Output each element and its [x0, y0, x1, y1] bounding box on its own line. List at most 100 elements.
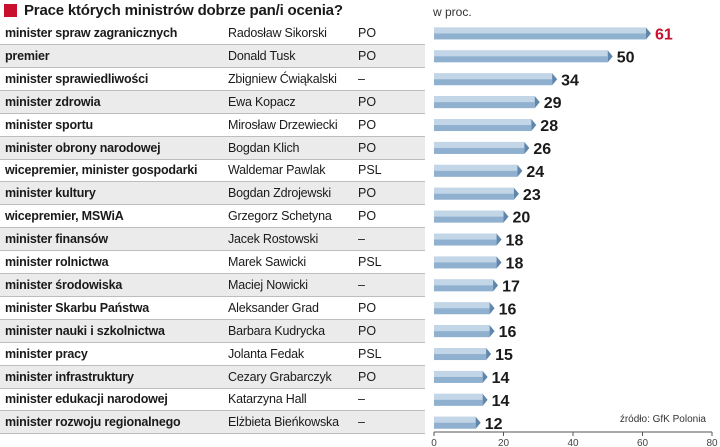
- bar-value-label: 16: [499, 324, 517, 341]
- bar-cap: [513, 187, 519, 200]
- row-person: Ewa Kopacz: [228, 94, 296, 109]
- row-role: minister rozwoju regionalnego: [5, 415, 181, 430]
- bar-highlight: [434, 119, 532, 126]
- row-separator: [0, 387, 425, 389]
- bar-value-label: 26: [533, 141, 551, 158]
- row-person: Zbigniew Ćwiąkalski: [228, 71, 337, 86]
- table-row: minister edukacji narodowej Katarzyna Hal…: [0, 388, 425, 412]
- row-role: minister nauki i szkolnictwa: [5, 323, 165, 338]
- row-person: Aleksander Grad: [228, 300, 319, 315]
- table-row: minister pracy Jolanta Fedak PSL: [0, 343, 425, 366]
- bar-value-label: 18: [506, 233, 524, 250]
- table-row: premier Donald Tusk PO: [0, 44, 425, 68]
- x-tick-label: 40: [567, 438, 579, 447]
- x-tick-label: 80: [706, 438, 718, 447]
- row-person: Mirosław Drzewiecki: [228, 117, 338, 132]
- bar-cap: [552, 73, 558, 86]
- bar-cap: [482, 370, 488, 383]
- row-separator: [0, 273, 425, 274]
- row-person: Radosław Sikorski: [228, 26, 327, 40]
- chart-title: Prace których ministrów dobrze pan/i oce…: [24, 1, 343, 19]
- row-party: PSL: [358, 163, 382, 178]
- bar-highlight: [434, 370, 483, 377]
- row-role: premier: [5, 48, 50, 63]
- row-separator: [0, 295, 425, 297]
- bar-value-label: 18: [506, 255, 524, 272]
- bar-highlight: [434, 187, 514, 194]
- row-party: PO: [358, 323, 377, 338]
- row-separator: [0, 135, 425, 137]
- row-role: minister środowiska: [5, 277, 123, 292]
- bar-cap: [486, 348, 492, 361]
- bar-highlight: [434, 233, 497, 240]
- row-party: PO: [358, 117, 377, 132]
- row-party: –: [358, 71, 365, 86]
- row-party: PSL: [358, 346, 382, 361]
- bar-cap: [645, 27, 651, 40]
- row-role: minister edukacji narodowej: [5, 392, 168, 407]
- bar-cap: [524, 141, 530, 154]
- bar-cap: [496, 256, 502, 269]
- row-role: minister Skarbu Państwa: [5, 300, 150, 315]
- row-person: Jolanta Fedak: [228, 346, 304, 361]
- row-party: PO: [358, 186, 377, 201]
- row-party: –: [358, 232, 365, 247]
- bar-cap: [489, 302, 495, 315]
- bar-highlight: [434, 279, 494, 286]
- bar-highlight: [434, 73, 553, 80]
- bar-value-label: 34: [561, 72, 579, 89]
- row-role: minister zdrowia: [5, 94, 101, 109]
- table-row: minister kultury Bogdan Zdrojewski PO: [0, 182, 425, 206]
- row-role: minister pracy: [5, 346, 88, 361]
- row-separator: [0, 227, 425, 229]
- bar-value-label: 23: [523, 187, 541, 204]
- row-separator: [0, 112, 425, 114]
- row-role: wicepremier, MSWiA: [5, 209, 124, 224]
- row-party: PO: [358, 94, 377, 109]
- row-person: Barbara Kudrycka: [228, 323, 325, 338]
- bar-cap: [493, 279, 499, 292]
- bar-value-label: 12: [485, 416, 503, 433]
- table-row: minister zdrowia Ewa Kopacz PO: [0, 90, 425, 114]
- bar-highlight: [434, 27, 646, 34]
- bar-highlight: [434, 325, 490, 332]
- table-row: minister rozwoju regionalnego Elżbieta Bi…: [0, 411, 425, 435]
- row-role: minister sprawiedliwości: [5, 71, 149, 86]
- bar-cap: [517, 164, 523, 177]
- x-tick-label: 0: [431, 438, 437, 447]
- x-tick-label: 60: [637, 438, 649, 447]
- bar-value-label: 20: [513, 210, 531, 227]
- bar-highlight: [434, 96, 535, 103]
- row-role: minister kultury: [5, 186, 96, 201]
- row-person: Marek Sawicki: [228, 255, 306, 269]
- row-person: Maciej Nowicki: [228, 277, 308, 292]
- row-separator: [0, 433, 425, 435]
- row-party: PO: [358, 26, 377, 40]
- bar-cap: [607, 50, 613, 63]
- row-role: minister spraw zagranicznych: [5, 26, 178, 40]
- row-separator: [0, 250, 425, 252]
- row-separator: [0, 66, 425, 68]
- table-row: minister sportu Mirosław Drzewiecki PO: [0, 114, 425, 137]
- bar-value-label: 14: [492, 393, 510, 410]
- table-row: minister sprawiedliwości Zbigniew Ćwiąkal…: [0, 68, 425, 91]
- row-person: Elżbieta Bieńkowska: [228, 415, 339, 430]
- row-role: wicepremier, minister gospodarki: [5, 163, 198, 178]
- bar-highlight: [434, 141, 525, 148]
- bar-highlight: [434, 256, 497, 263]
- bar-highlight: [434, 210, 504, 217]
- bar-value-label: 14: [492, 370, 510, 387]
- row-separator: [0, 181, 425, 183]
- row-role: minister infrastruktury: [5, 369, 134, 384]
- source-note: źródło: GfK Polonia: [619, 414, 706, 425]
- table-row: minister obrony narodowej Bogdan Klich PO: [0, 136, 425, 160]
- bar-value-label: 15: [495, 347, 513, 364]
- bar-highlight: [434, 302, 490, 309]
- bar-value-label: 29: [544, 95, 562, 112]
- bar-cap: [496, 233, 502, 246]
- row-separator: [0, 158, 425, 160]
- row-person: Bogdan Zdrojewski: [228, 186, 331, 201]
- row-party: –: [358, 392, 365, 407]
- bar-highlight: [434, 348, 487, 355]
